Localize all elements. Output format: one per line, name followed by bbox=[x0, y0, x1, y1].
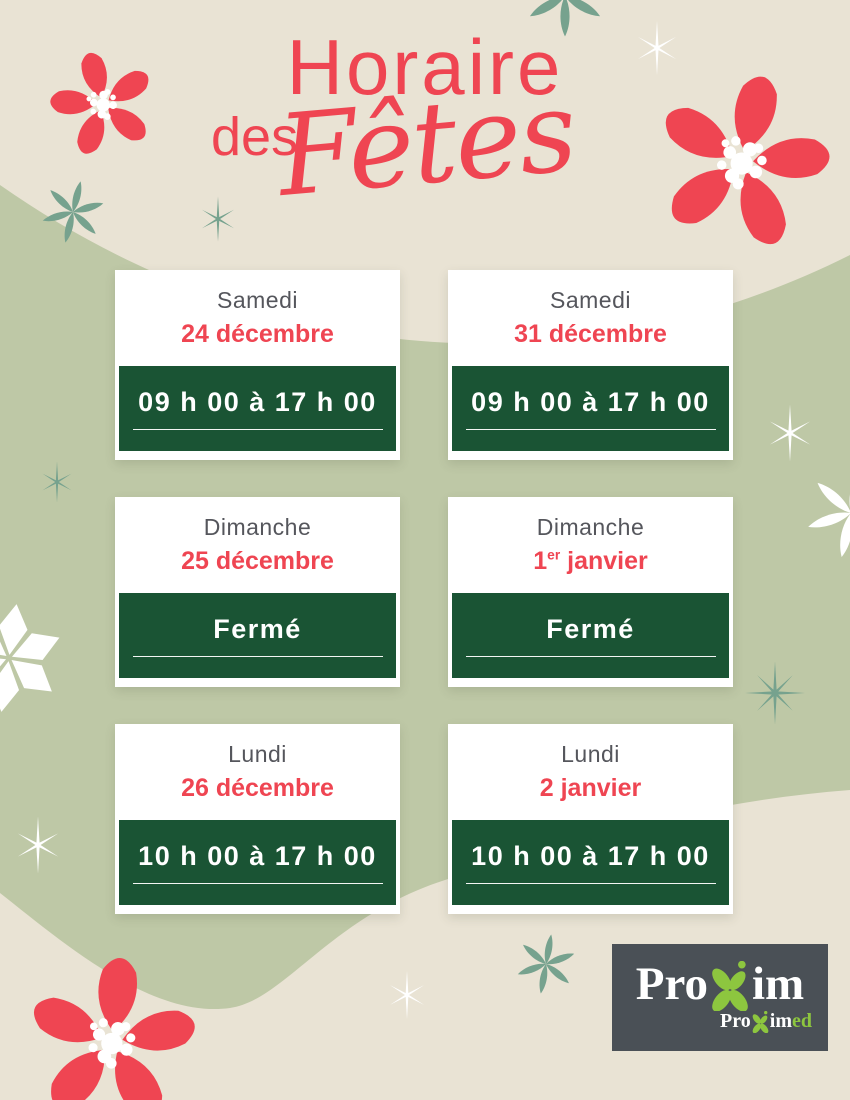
card-day: Samedi bbox=[217, 287, 298, 313]
schedule-card: Lundi 2 janvier 10 h 00 à 17 h 00 bbox=[448, 724, 733, 914]
card-date: 31 décembre bbox=[514, 320, 667, 348]
hours-band: 09 h 00 à 17 h 00 bbox=[119, 366, 396, 451]
card-hours: Fermé bbox=[213, 614, 302, 644]
proxim-leaf-x-icon bbox=[709, 961, 751, 1011]
hours-band: Fermé bbox=[119, 593, 396, 678]
card-hours: 10 h 00 à 17 h 00 bbox=[138, 841, 377, 871]
card-hours: 10 h 00 à 17 h 00 bbox=[471, 841, 710, 871]
schedule-card: Dimanche 25 décembre Fermé bbox=[115, 497, 400, 687]
hours-band: 10 h 00 à 17 h 00 bbox=[452, 820, 729, 905]
card-date: 26 décembre bbox=[181, 774, 334, 802]
proximed-wordmark: Pro im ed bbox=[612, 1010, 828, 1033]
card-day: Lundi bbox=[228, 741, 287, 767]
page-title-line1: Horaire bbox=[286, 23, 564, 111]
proxim-wordmark: Pro im bbox=[612, 959, 828, 1011]
hours-underline bbox=[132, 883, 383, 884]
proximed-leaf-x-icon bbox=[750, 1011, 770, 1033]
card-day: Dimanche bbox=[536, 514, 645, 540]
teal-snowflake-bottom-icon bbox=[514, 930, 579, 999]
card-hours: Fermé bbox=[546, 614, 635, 644]
card-hours: 09 h 00 à 17 h 00 bbox=[138, 387, 377, 417]
hours-underline bbox=[465, 429, 716, 430]
hours-underline bbox=[465, 883, 716, 884]
proxim-logo: Pro im Pro im ed bbox=[612, 944, 828, 1051]
card-day: Lundi bbox=[561, 741, 620, 767]
card-date: 25 décembre bbox=[181, 547, 334, 575]
card-day: Samedi bbox=[550, 287, 631, 313]
hours-band: Fermé bbox=[452, 593, 729, 678]
card-date: 2 janvier bbox=[539, 774, 642, 802]
hours-band: 09 h 00 à 17 h 00 bbox=[452, 366, 729, 451]
teal-sparkle-title-icon bbox=[201, 197, 234, 242]
schedule-card: Dimanche 1er janvier Fermé bbox=[448, 497, 733, 687]
card-hours: 09 h 00 à 17 h 00 bbox=[471, 387, 710, 417]
hours-band: 10 h 00 à 17 h 00 bbox=[119, 820, 396, 905]
schedule-card: Samedi 24 décembre 09 h 00 à 17 h 00 bbox=[115, 270, 400, 460]
card-date: 24 décembre bbox=[181, 320, 334, 348]
card-day: Dimanche bbox=[203, 514, 312, 540]
hours-underline bbox=[132, 429, 383, 430]
page-title-line2: des bbox=[211, 107, 299, 167]
white-sparkle-bottom-icon bbox=[389, 971, 424, 1019]
page-title-line3: Fêtes bbox=[272, 66, 580, 222]
card-date: 1er janvier bbox=[533, 547, 648, 575]
hours-underline bbox=[465, 656, 716, 657]
schedule-card: Samedi 31 décembre 09 h 00 à 17 h 00 bbox=[448, 270, 733, 460]
hours-underline bbox=[132, 656, 383, 657]
schedule-card: Lundi 26 décembre 10 h 00 à 17 h 00 bbox=[115, 724, 400, 914]
